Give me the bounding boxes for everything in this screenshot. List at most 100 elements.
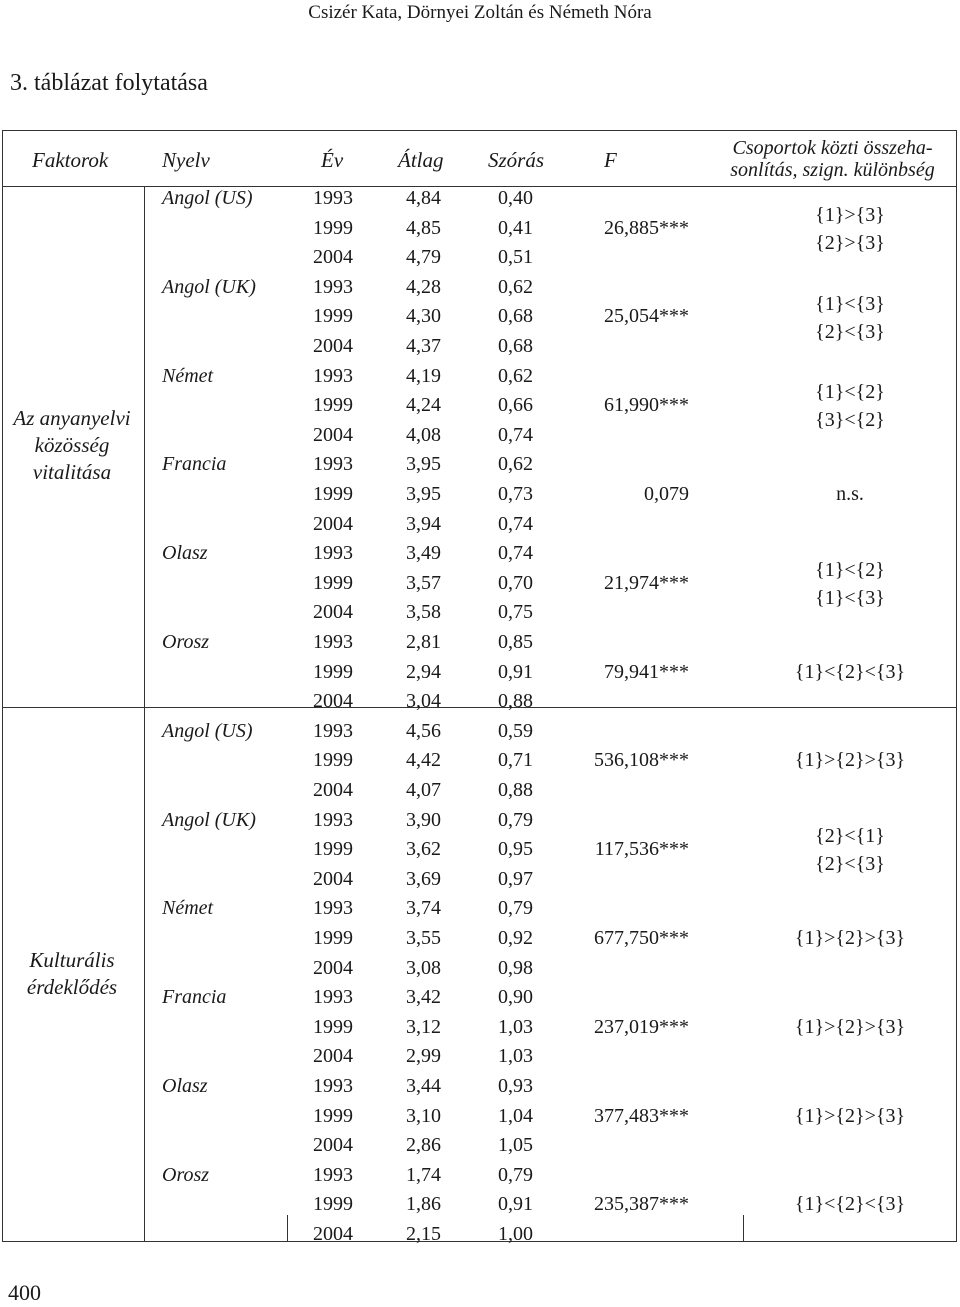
year-cell: 2004: [313, 512, 353, 535]
factor-cultural-line1: Kulturális: [29, 948, 115, 972]
sd-cell: 0,68: [498, 335, 533, 357]
year-cell: 1993: [313, 187, 353, 209]
sd-cell: 0,62: [498, 453, 533, 476]
year-cell: 2004: [313, 779, 353, 801]
mean-cell: 3,95: [406, 483, 441, 505]
year-cell: 1999: [313, 216, 353, 239]
mean-cell: 3,94: [406, 512, 441, 535]
year-cell: 1999: [313, 305, 353, 328]
year-cell: 1999: [313, 838, 353, 861]
year-cell: 1993: [313, 275, 353, 298]
factor-vitality-label: Az anyanyelvi közösség vitalitása: [2, 405, 142, 486]
comparison-cell: {1}<{3} {2}<{3}: [750, 290, 950, 346]
comparison-cell: {1}<{2}<{3}: [794, 1193, 906, 1216]
page-number: 400: [8, 1280, 41, 1305]
year-cell: 2004: [313, 1223, 353, 1245]
year-cell: 1993: [313, 986, 353, 1009]
sd-cell: 0,91: [498, 1193, 533, 1216]
comparison-cell: {1}>{2}>{3}: [794, 749, 906, 772]
comparison-cell: {2}<{1} {2}<{3}: [750, 822, 950, 878]
mean-cell: 4,85: [406, 216, 441, 239]
comparison-line: {1}<{3}: [815, 292, 885, 315]
comparison-line: {1}<{2}: [815, 381, 885, 404]
mean-cell: 3,69: [406, 867, 441, 890]
mean-cell: 3,58: [406, 601, 441, 624]
mean-cell: 1,74: [406, 1163, 441, 1186]
sd-cell: 0,41: [498, 216, 533, 239]
year-cell: 1999: [313, 483, 353, 505]
comparison-line: {2}<{3}: [815, 320, 885, 343]
year-cell: 1999: [313, 571, 353, 594]
sd-cell: 0,66: [498, 394, 533, 417]
year-cell: 1999: [313, 1104, 353, 1127]
mean-cell: 2,81: [406, 631, 441, 653]
factor-vitality-line2: közösség: [34, 433, 110, 457]
year-cell: 1993: [313, 453, 353, 476]
year-cell: 1999: [313, 1015, 353, 1038]
factor-cultural-label: Kulturális érdeklődés: [2, 947, 142, 1001]
year-cell: 1993: [313, 897, 353, 920]
table-top-border: [2, 130, 956, 131]
sd-cell: 0,59: [498, 719, 533, 742]
sd-cell: 0,88: [498, 779, 533, 801]
sd-cell: 0,79: [498, 1163, 533, 1186]
year-cell: 2004: [313, 956, 353, 979]
language-label: Német: [162, 897, 214, 920]
sd-cell: 0,95: [498, 838, 533, 861]
sd-cell: 0,68: [498, 305, 533, 328]
factor-cultural-line2: érdeklődés: [26, 975, 118, 999]
header-f: F: [604, 148, 617, 172]
comparison-line: {2}<{1}: [815, 825, 885, 848]
year-cell: 1999: [313, 749, 353, 772]
mean-cell: 4,08: [406, 423, 441, 446]
year-cell: 2004: [313, 690, 353, 713]
mean-cell: 4,19: [406, 364, 441, 387]
mean-cell: 3,62: [406, 838, 441, 861]
sd-cell: 0,88: [498, 690, 533, 713]
sd-cell: 0,97: [498, 867, 533, 890]
language-label: Orosz: [162, 1163, 210, 1186]
header-language: Nyelv: [162, 148, 210, 172]
language-label: Angol (UK): [162, 275, 256, 298]
mean-cell: 4,24: [406, 394, 441, 417]
header-sd: Szórás: [488, 148, 545, 172]
comparison-cell: {1}<{2} {3}<{2}: [750, 378, 950, 434]
language-label: Francia: [162, 986, 227, 1009]
year-cell: 1993: [313, 631, 353, 653]
mean-cell: 3,57: [406, 571, 441, 594]
factor-vitality-line1: Az anyanyelvi: [13, 406, 131, 430]
sd-cell: 0,91: [498, 660, 533, 683]
year-cell: 2004: [313, 335, 353, 357]
mean-cell: 2,86: [406, 1134, 441, 1157]
year-cell: 1999: [313, 394, 353, 417]
f-value-cell: 79,941***: [604, 660, 689, 683]
year-cell: 1999: [313, 927, 353, 949]
table-caption: 3. táblázat folytatása: [10, 70, 208, 96]
mean-cell: 1,86: [406, 1193, 441, 1216]
sd-cell: 0,79: [498, 808, 533, 831]
sd-cell: 0,73: [498, 483, 533, 505]
column-stub: [287, 1215, 288, 1242]
comparison-cell: {1}>{2}>{3}: [794, 1104, 906, 1127]
comparison-cell: {1}>{3} {2}>{3}: [750, 201, 950, 257]
sd-cell: 0,70: [498, 571, 533, 594]
sd-cell: 0,93: [498, 1075, 533, 1097]
year-cell: 2004: [313, 601, 353, 624]
f-value-cell: 235,387***: [594, 1193, 689, 1216]
sd-cell: 0,98: [498, 956, 533, 979]
mean-cell: 4,37: [406, 335, 441, 357]
mean-cell: 2,99: [406, 1045, 441, 1068]
f-value-cell: 536,108***: [594, 749, 689, 772]
mean-cell: 3,55: [406, 927, 441, 949]
header-comparison-line2: sonlítás, szign. különbség: [730, 159, 935, 181]
mean-cell: 3,44: [406, 1075, 441, 1097]
header-factor: Faktorok: [32, 148, 109, 172]
sd-cell: 0,74: [498, 512, 533, 535]
year-cell: 2004: [313, 867, 353, 890]
sd-cell: 1,04: [498, 1104, 533, 1127]
table-left-border: [2, 130, 3, 1242]
sd-cell: 1,03: [498, 1015, 533, 1038]
comparison-line: {1}<{3}: [815, 587, 885, 609]
sd-cell: 0,79: [498, 897, 533, 920]
